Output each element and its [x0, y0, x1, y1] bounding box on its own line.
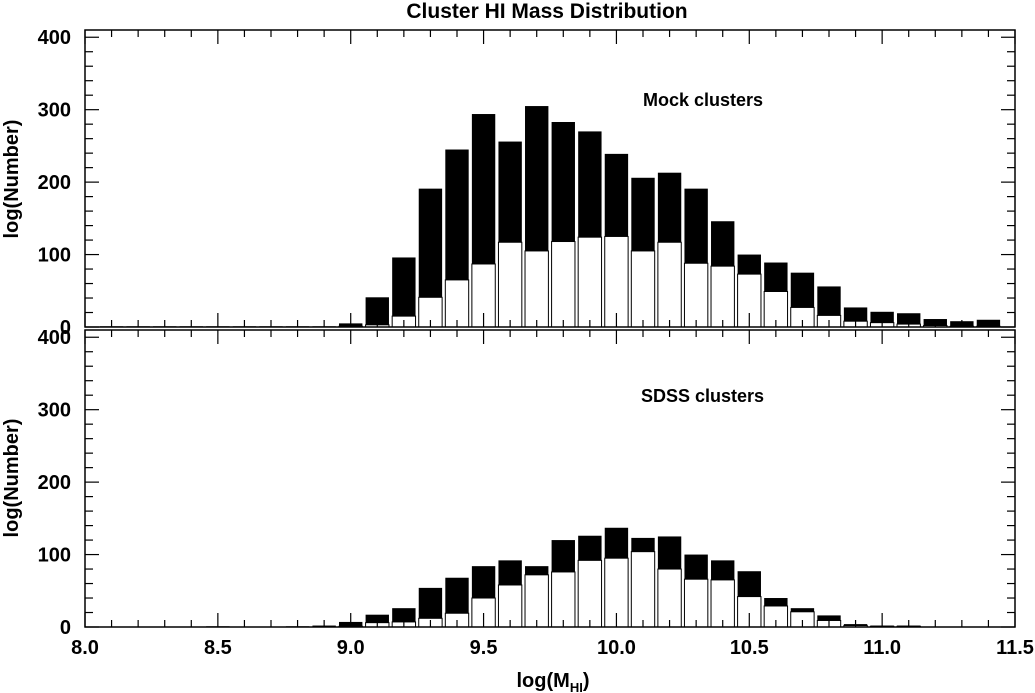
x-tick-labels: 8.0 8.5 9.0 9.5 10.0 10.5 11.0 11.5 — [71, 637, 1034, 659]
xtick-label-8.5: 8.5 — [204, 637, 232, 659]
ticks-sdss: 0 100 200 300 400 — [38, 327, 1016, 639]
bar-mock-subset-9.9 — [577, 236, 603, 328]
y-axis-label-mock: log(Number) — [1, 120, 23, 239]
ytick-label-mock-400: 400 — [38, 27, 71, 49]
chart-title: Cluster HI Mass Distribution — [406, 0, 687, 23]
bar-mock-subset-9.7 — [524, 250, 549, 328]
bar-mock-subset-9.6 — [497, 241, 523, 328]
bar-mock-total-9.1 — [365, 297, 389, 327]
panel-sdss: 0 100 200 300 400 SDSS clusters log(Number) — [1, 327, 1016, 639]
xtick-label-11.0: 11.0 — [863, 637, 901, 659]
xtick-label-10.5: 10.5 — [730, 637, 769, 659]
bar-sdss-subset-9.9 — [577, 559, 603, 628]
ytick-label-sdss-300: 300 — [38, 400, 71, 422]
bar-sdss-subset-9.7 — [524, 574, 549, 628]
bar-mock-total-9.3 — [418, 188, 443, 327]
x-axis-label-close: ) — [583, 670, 590, 692]
xtick-label-11.5: 11.5 — [996, 637, 1034, 659]
ytick-label-sdss-400: 400 — [38, 327, 71, 349]
y-axis-label-sdss: log(Number) — [1, 419, 23, 538]
bar-sdss-subset-10.1 — [630, 551, 656, 628]
xtick-label-8.0: 8.0 — [71, 637, 99, 659]
ytick-label-mock-100: 100 — [38, 245, 71, 267]
bars-sdss — [206, 527, 921, 628]
bar-mock-subset-10.2 — [657, 241, 682, 328]
bar-sdss-subset-10.2 — [657, 568, 682, 628]
xtick-label-9.0: 9.0 — [337, 637, 365, 659]
plot-frame-sdss — [84, 329, 1016, 628]
bar-mock-subset-10.1 — [630, 250, 656, 328]
bar-sdss-subset-10.3 — [683, 578, 709, 628]
bar-sdss-total-9.3 — [418, 587, 443, 627]
plot-frame-mock — [84, 29, 1016, 328]
xtick-label-9.5: 9.5 — [470, 637, 498, 659]
bar-mock-subset-9.8 — [551, 241, 576, 328]
ytick-label-mock-0: 0 — [60, 317, 71, 339]
bar-mock-subset-10.3 — [683, 262, 709, 328]
ytick-label-sdss-200: 200 — [38, 472, 71, 494]
ytick-label-mock-300: 300 — [38, 100, 71, 122]
annotation-mock: Mock clusters — [643, 90, 763, 110]
panel-mock: 0 100 200 300 400 Mock clusters log(Number) — [1, 27, 1016, 339]
bar-sdss-subset-10.4 — [710, 579, 735, 628]
bar-mock-subset-9.4 — [444, 279, 470, 328]
x-axis-label: log(MHI) — [517, 670, 590, 693]
bar-mock-subset-10.4 — [710, 265, 735, 328]
annotation-sdss: SDSS clusters — [641, 386, 764, 406]
x-axis-label-sub: HI — [570, 680, 583, 693]
ytick-label-mock-200: 200 — [38, 172, 71, 194]
bars-mock — [99, 106, 1001, 328]
bar-mock-total-9.2 — [392, 257, 416, 327]
x-axis-label-main: log(M — [517, 670, 570, 692]
bar-sdss-subset-9.8 — [551, 571, 576, 628]
ytick-label-sdss-100: 100 — [38, 545, 71, 567]
ticks-mock: 0 100 200 300 400 — [38, 27, 1016, 339]
xtick-label-10.0: 10.0 — [597, 637, 636, 659]
ytick-label-sdss-0: 0 — [60, 617, 71, 639]
